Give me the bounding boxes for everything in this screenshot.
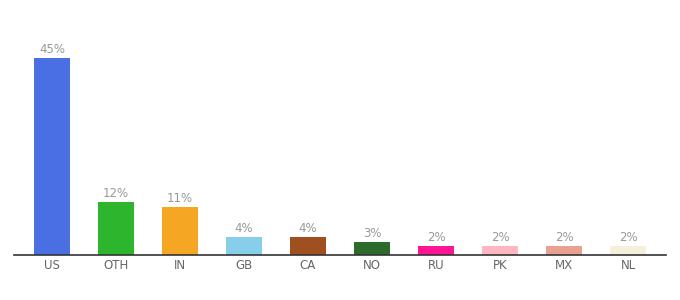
Bar: [354, 242, 390, 255]
Text: 2%: 2%: [426, 231, 445, 244]
Bar: [611, 246, 645, 255]
Text: 4%: 4%: [299, 222, 318, 235]
Bar: [226, 238, 262, 255]
Bar: [418, 246, 454, 255]
Text: 3%: 3%: [362, 227, 381, 240]
Text: 45%: 45%: [39, 43, 65, 56]
Bar: [99, 202, 133, 255]
Text: 2%: 2%: [555, 231, 573, 244]
Bar: [35, 58, 69, 255]
Text: 4%: 4%: [235, 222, 254, 235]
Text: 12%: 12%: [103, 187, 129, 200]
Bar: [547, 246, 581, 255]
Text: 2%: 2%: [619, 231, 637, 244]
Bar: [290, 238, 326, 255]
Bar: [163, 207, 198, 255]
Text: 2%: 2%: [491, 231, 509, 244]
Bar: [482, 246, 517, 255]
Text: 11%: 11%: [167, 192, 193, 205]
